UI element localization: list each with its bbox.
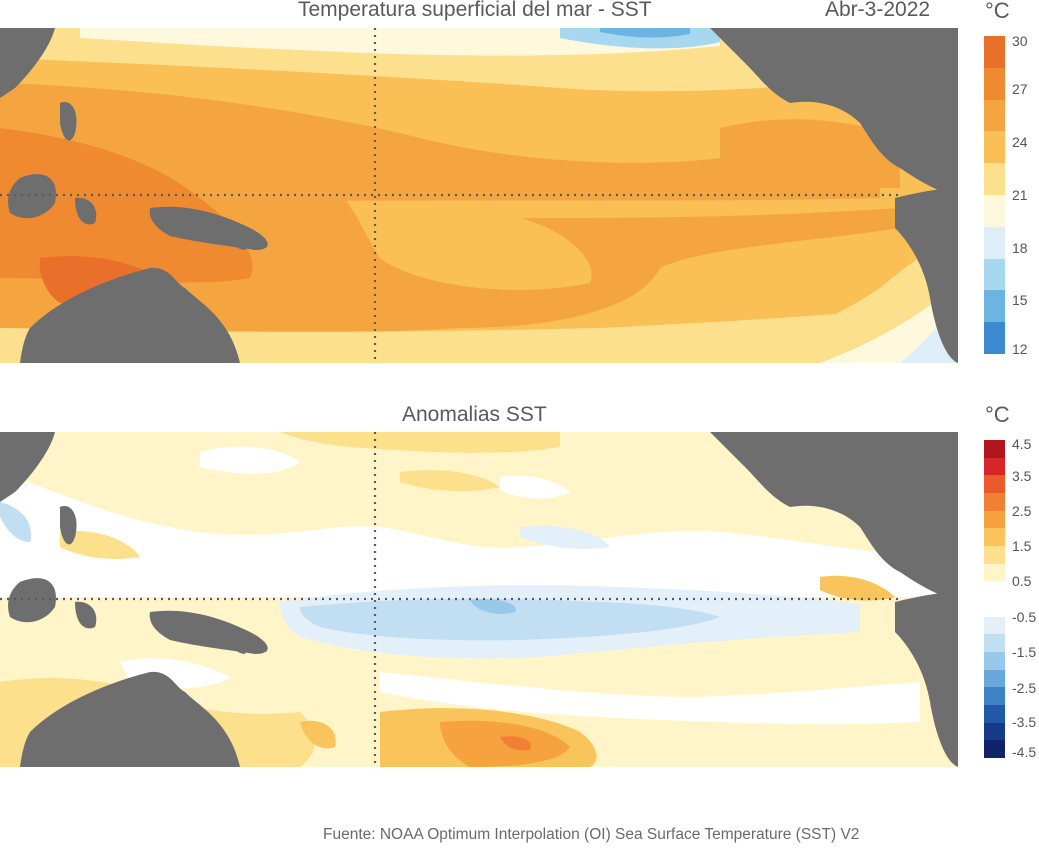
sst-colorbar-swatch bbox=[984, 195, 1005, 228]
anomaly-unit-label: °C bbox=[985, 402, 1010, 427]
anomaly-colorbar-swatch bbox=[984, 722, 1005, 741]
anomaly-tick: 4.5 bbox=[1012, 436, 1032, 452]
sst-map bbox=[0, 28, 958, 363]
anomaly-colorbar-swatch bbox=[984, 546, 1005, 565]
sst-tick: 12 bbox=[1012, 341, 1028, 357]
anomaly-colorbar-swatch bbox=[984, 475, 1005, 494]
sst-tick: 24 bbox=[1012, 134, 1028, 150]
anomaly-tick: -0.5 bbox=[1012, 609, 1037, 625]
sst-colorbar-swatch bbox=[984, 290, 1005, 323]
anomaly-tick: -4.5 bbox=[1012, 744, 1037, 760]
anomaly-colorbar-swatch bbox=[984, 634, 1005, 653]
anomaly-colorbar-swatch bbox=[984, 705, 1005, 724]
anomaly-colorbar-swatch bbox=[984, 510, 1005, 529]
anomaly-colorbar-swatch bbox=[984, 669, 1005, 688]
sst-colorbar bbox=[984, 36, 1005, 355]
sst-colorbar-swatch bbox=[984, 258, 1005, 291]
sst-title: Temperatura superficial del mar - SST bbox=[298, 0, 652, 21]
anomaly-tick: 2.5 bbox=[1012, 503, 1032, 519]
sst-date: Abr-3-2022 bbox=[825, 0, 931, 21]
anomaly-colorbar-swatch bbox=[984, 687, 1005, 706]
sst-colorbar-swatch bbox=[984, 226, 1005, 260]
anomaly-colorbar-swatch bbox=[984, 563, 1005, 582]
anomaly-colorbar-swatch bbox=[984, 528, 1005, 547]
anomaly-tick: 1.5 bbox=[1012, 538, 1032, 554]
anomaly-colorbar-swatch bbox=[984, 599, 1005, 618]
sst-tick: 27 bbox=[1012, 81, 1028, 97]
anomaly-tick: -3.5 bbox=[1012, 714, 1037, 730]
sst-tick: 18 bbox=[1012, 240, 1028, 256]
sst-unit-label: °C bbox=[985, 0, 1010, 23]
anomaly-map bbox=[0, 432, 958, 767]
anomaly-tick: 3.5 bbox=[1012, 468, 1032, 484]
anomaly-title: Anomalias SST bbox=[402, 403, 547, 426]
sst-colorbar-swatch bbox=[984, 131, 1005, 164]
anomaly-colorbar-swatch bbox=[984, 581, 1005, 600]
anomaly-colorbar-swatch bbox=[984, 457, 1005, 476]
anomaly-colorbar-swatch bbox=[984, 652, 1005, 671]
sst-colorbar-swatch bbox=[984, 67, 1005, 101]
sst-colorbar-swatch bbox=[984, 99, 1005, 132]
anomaly-tick: -1.5 bbox=[1012, 644, 1037, 660]
sst-colorbar-swatch bbox=[984, 163, 1005, 196]
anomaly-tick: -2.5 bbox=[1012, 680, 1037, 696]
data-source-note: Fuente: NOAA Optimum Interpolation (OI) … bbox=[323, 826, 860, 843]
anomaly-colorbar-swatch bbox=[984, 616, 1005, 635]
anomaly-colorbar-swatch bbox=[984, 493, 1005, 512]
sst-tick: 15 bbox=[1012, 292, 1028, 308]
sst-tick: 21 bbox=[1012, 187, 1028, 203]
anomaly-colorbar bbox=[984, 440, 1005, 759]
sst-colorbar-swatch bbox=[984, 322, 1005, 355]
anomaly-tick: 0.5 bbox=[1012, 573, 1032, 589]
sst-colorbar-swatch bbox=[984, 36, 1005, 69]
anomaly-colorbar-swatch bbox=[984, 440, 1005, 459]
anomaly-colorbar-swatch bbox=[984, 740, 1005, 759]
sst-tick: 30 bbox=[1012, 33, 1028, 49]
